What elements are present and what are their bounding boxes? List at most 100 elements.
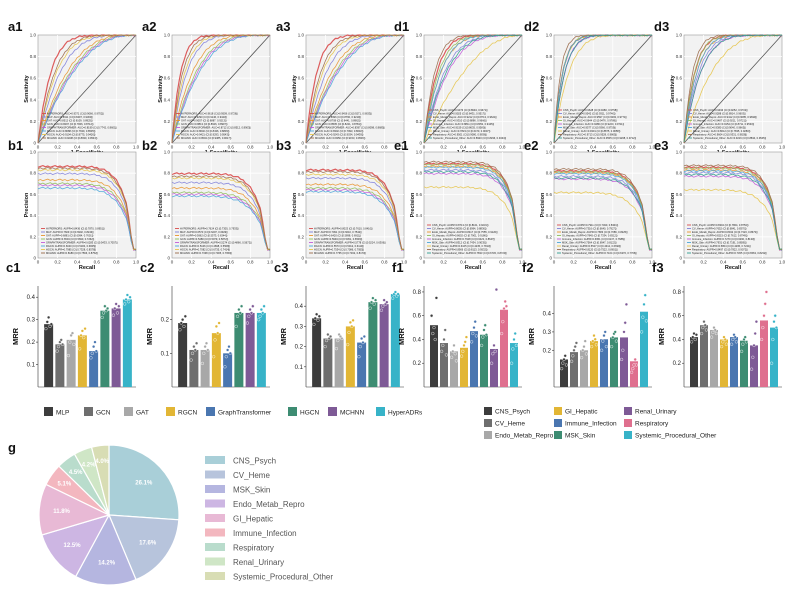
bar-Immune_Infection (470, 331, 478, 387)
data-point (763, 302, 767, 306)
data-point (622, 330, 626, 334)
data-point (694, 333, 698, 337)
legend-entry: MCHNN: AUC=0.9504 (CI:[0.9385, 0.9617]) (181, 136, 232, 140)
data-point (313, 316, 317, 320)
y-tick-label: 0.6 (413, 314, 422, 320)
bar-CV_Heme (570, 352, 578, 387)
y-tick-label: 0.8 (416, 171, 423, 176)
data-point (70, 331, 75, 335)
series-line (683, 173, 783, 251)
data-point (115, 311, 120, 315)
x-tick-label: 0.2 (188, 145, 195, 150)
y-tick-label: 0.1 (295, 365, 304, 371)
data-point (441, 343, 445, 348)
y-tick-label: 0.2 (546, 234, 553, 239)
panel-label-g: g (8, 440, 16, 455)
x-tick-label: 1.0 (267, 260, 274, 265)
data-point (226, 348, 230, 352)
data-point (474, 334, 478, 338)
x-tick-label: 0.2 (700, 260, 707, 265)
legend-entry: GAT: AUPR=0.6881 (CI:[0.6094, 0.7601]) (46, 234, 93, 238)
data-point (592, 333, 596, 338)
y-tick-label: 1.0 (546, 150, 553, 155)
b2-panel: 0 0.2 0.4 0.6 0.8 1.0 0 0.2 0.4 0.6 0.8 1.0 Recall Pr… (158, 150, 274, 272)
data-point (719, 345, 724, 349)
data-point (348, 320, 352, 324)
y-tick-label: 0.6 (676, 76, 683, 81)
pie-legend: CNS_Psych CV_Heme MSK_Skin Endo_Metab_Repro… (205, 456, 333, 582)
legend-label: RGCN (178, 410, 197, 417)
series-line (683, 165, 783, 251)
legend-label: GAT (136, 410, 149, 417)
legend-label: GI_Hepatic (565, 409, 598, 416)
legend-entry: MCHNN: AUC=0.9238 (CI:[0.8930, 0.9543]) (47, 136, 98, 140)
series-line (171, 176, 271, 251)
panel-label-a1: a1 (8, 19, 22, 34)
data-point (248, 307, 252, 312)
legend-entry: Systemic_Procedural_Other: AUPR=0.7455 (… (692, 251, 767, 255)
x-tick-label: 0.8 (499, 260, 506, 265)
y-tick-label: 0.4 (164, 97, 171, 102)
data-point (340, 336, 344, 341)
y-tick-label: 0.2 (161, 318, 170, 324)
pie-slice-label: 12.5% (64, 543, 82, 549)
legend-swatch (484, 419, 492, 427)
diagonal-line (423, 34, 523, 144)
series-line (423, 170, 523, 251)
y-tick-label: 0.4 (543, 312, 552, 318)
legend-label: CV_Heme (233, 471, 270, 480)
data-point (723, 337, 727, 342)
data-point (490, 361, 494, 365)
legend-entry: RGCN: AUPR=0.5573 (CI:[0.5012, 0.6110]) (314, 244, 364, 248)
series-line (171, 191, 271, 251)
data-point (223, 365, 227, 369)
y-tick-label: 0.4 (676, 213, 683, 218)
y-tick-label: 0.8 (673, 290, 682, 296)
y-tick-label: 0.4 (546, 97, 553, 102)
data-point (460, 354, 464, 358)
x-tick-label: 0.2 (570, 145, 577, 150)
data-point (72, 342, 76, 346)
data-point (316, 318, 320, 322)
legend-swatch (205, 572, 225, 580)
x-tick-label: 1.0 (133, 145, 140, 150)
legend-entry: Respiratory: AUC=0.9713 (CI:[0.9528, 0.9… (563, 133, 617, 137)
x-tick-label: 1.0 (519, 145, 526, 150)
data-point (217, 321, 221, 325)
x-tick-label: 0 (37, 260, 40, 265)
bar-MSK_Skin (480, 334, 488, 387)
x-axis-label: Recall (79, 265, 96, 271)
panel-label-b2: b2 (142, 138, 157, 153)
bar-RGCN (77, 335, 87, 387)
bar-GI_Hepatic (590, 341, 598, 387)
panel-label-f2: f2 (522, 260, 534, 275)
panel-label-a3: a3 (276, 19, 290, 34)
b1-panel: 0 0.2 0.4 0.6 0.8 1.0 0 0.2 0.4 0.6 0.8 1.0 Recall Pr… (24, 150, 140, 272)
data-point (59, 338, 63, 342)
data-point (491, 352, 495, 356)
data-point (561, 361, 565, 365)
legend-label: MSK_Skin (233, 486, 270, 495)
y-tick-label: 0 (167, 256, 170, 261)
bar-Endo_Metab_Repro (450, 351, 458, 387)
data-point (79, 333, 83, 337)
series-line (683, 169, 783, 251)
data-point (494, 287, 498, 292)
bar-GAT (66, 339, 76, 387)
y-tick-label: 0.4 (413, 337, 422, 343)
legend-entry: Endo_Metab_Repro: AUPR=0.8417 (CI:[0.755… (432, 230, 498, 234)
x-tick-label: 0.4 (590, 260, 597, 265)
y-tick-label: 0.8 (30, 54, 37, 59)
legend-entry: CNS_Psych: AUC=0.9628 (CI:[0.9480, 0.975… (563, 108, 618, 112)
y-tick-label: 1.0 (676, 33, 683, 38)
legend-entry: CV_Heme: AUPR=0.7652 (CI:[0.6841, 0.8370… (692, 227, 747, 231)
legend-label: MCHNN (340, 410, 364, 417)
x-tick-label: 0.8 (499, 145, 506, 150)
legend-label: CNS_Psych (495, 409, 530, 416)
data-point (733, 335, 737, 339)
pie-slice-label: 14.2% (98, 561, 116, 567)
bar-HGCN (100, 310, 110, 387)
y-tick-label: 0.6 (30, 192, 37, 197)
x-tick-label: 0.8 (629, 260, 636, 265)
series-line (553, 167, 653, 251)
